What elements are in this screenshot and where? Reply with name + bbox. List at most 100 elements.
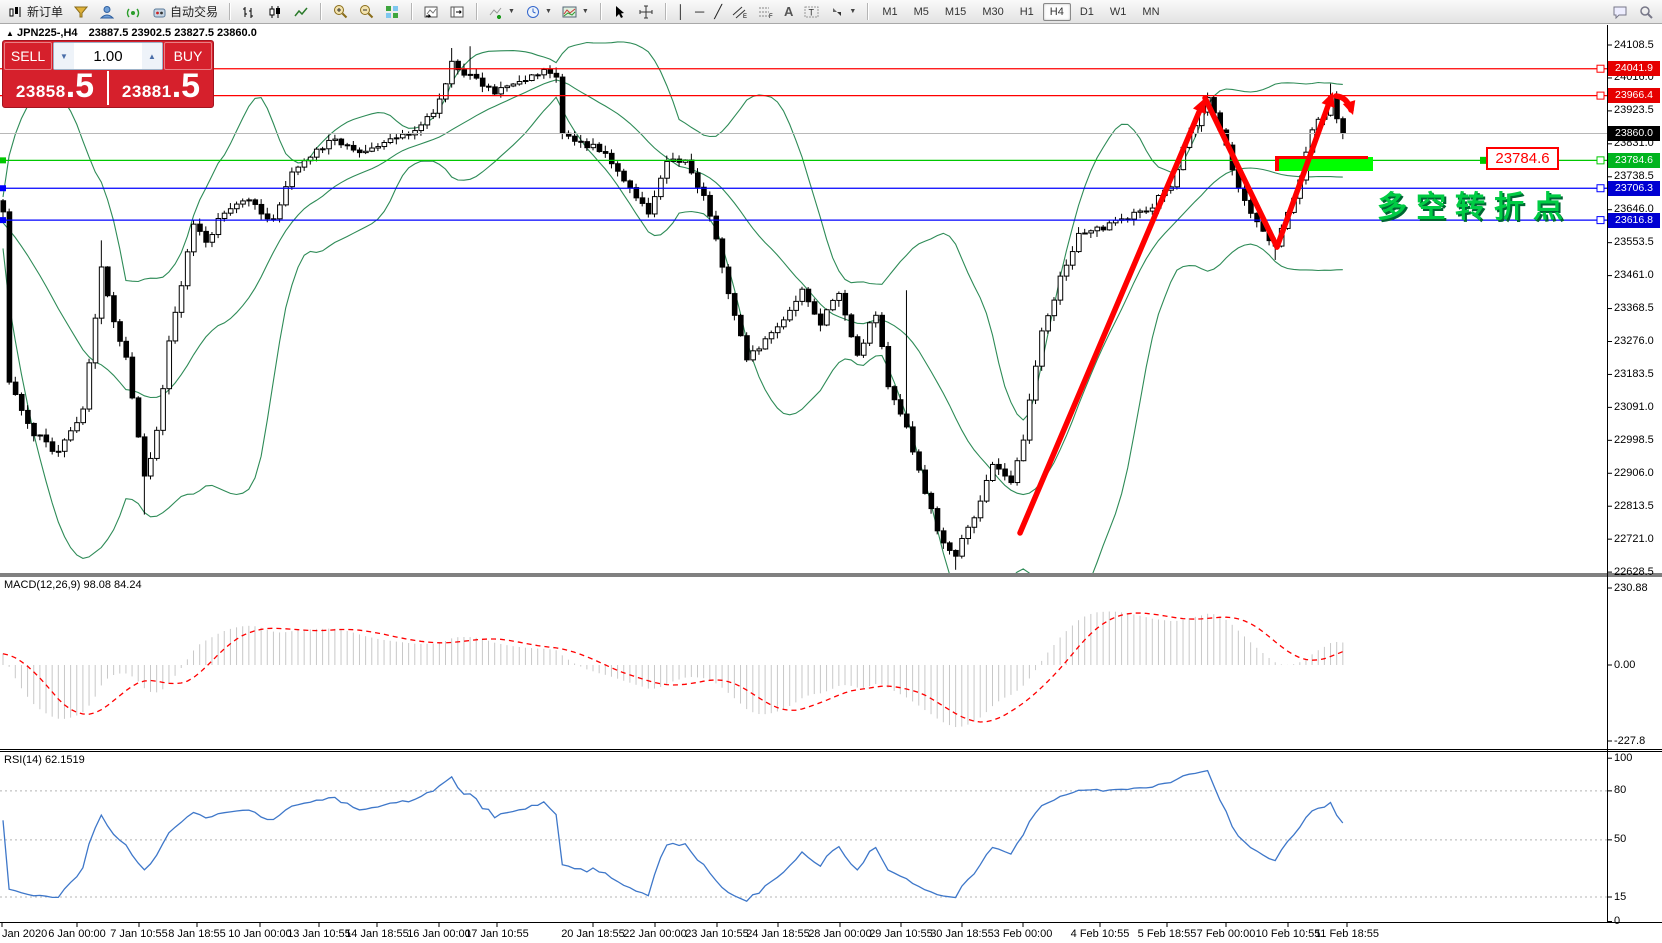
- data-window-icon: [423, 4, 439, 20]
- timeframe-button-h4[interactable]: H4: [1042, 2, 1071, 21]
- symbol-collapse-icon[interactable]: ▲: [6, 29, 14, 38]
- buy-price-frac: .5: [171, 67, 201, 105]
- timeframe-button-m15[interactable]: M15: [944, 5, 967, 18]
- hline-icon: ─: [694, 4, 705, 19]
- channel-tool-button[interactable]: E: [727, 2, 753, 22]
- signal-button[interactable]: [120, 2, 146, 22]
- channel-icon: E: [732, 4, 748, 20]
- navigator-window-icon: [449, 4, 465, 20]
- templates-caret-icon: ▼: [581, 8, 589, 15]
- zoom-in-icon: [332, 4, 348, 20]
- candlestick-icon: [267, 4, 283, 20]
- search-icon: [1638, 4, 1654, 20]
- trendline-icon: ╱: [714, 4, 723, 19]
- timeframe-button-m30[interactable]: M30: [982, 5, 1004, 18]
- clock-icon: [525, 4, 541, 20]
- search-button[interactable]: [1633, 2, 1659, 22]
- arrows-caret-icon: ▼: [849, 8, 857, 15]
- crosshair-tool-button[interactable]: [633, 2, 659, 22]
- timeframe-button-d1[interactable]: D1: [1079, 5, 1094, 18]
- buy-price[interactable]: 23881 .5: [109, 67, 213, 107]
- volume-decrease-button[interactable]: ▼: [54, 43, 74, 69]
- volume-increase-button[interactable]: ▲: [142, 43, 162, 69]
- new-order-label: 新订单: [27, 5, 64, 19]
- time-axis[interactable]: [0, 923, 1607, 943]
- profile-button[interactable]: [94, 2, 120, 22]
- price-level-flag[interactable]: 23784.6: [1486, 147, 1559, 170]
- funnel-button[interactable]: [68, 2, 94, 22]
- sell-price[interactable]: 23858 .5: [3, 67, 107, 107]
- trendline-tool-button[interactable]: ╱: [709, 3, 727, 20]
- periods-button[interactable]: ▼: [520, 2, 557, 22]
- line-chart-icon: [293, 4, 309, 20]
- toolbar: 新订单 自动交易: [0, 0, 1662, 24]
- buy-price-main: 23881: [121, 82, 172, 101]
- fibonacci-icon: F: [758, 4, 774, 20]
- buy-button[interactable]: BUY: [164, 42, 212, 70]
- label-tool-button[interactable]: T: [798, 2, 824, 22]
- new-order-button[interactable]: 新订单: [3, 1, 68, 22]
- text-icon: A: [784, 4, 794, 19]
- bar-chart-icon: [241, 4, 257, 20]
- templates-button[interactable]: ▼: [557, 2, 594, 22]
- label-icon: T: [803, 4, 819, 20]
- chat-button[interactable]: [1607, 2, 1633, 22]
- zoom-out-icon: [358, 4, 374, 20]
- one-click-trading-panel: SELL ▼ 1.00 ▲ BUY 23858 .5 23881 .5: [2, 40, 214, 108]
- candle-mode-button[interactable]: [262, 2, 288, 22]
- profile-icon: [99, 4, 115, 20]
- navigator-window-button[interactable]: [444, 2, 470, 22]
- macd-label: MACD(12,26,9) 98.08 84.24: [4, 579, 142, 591]
- ohlc-values: 23887.5 23902.5 23827.5 23860.0: [88, 27, 257, 39]
- timeframe-toolbar: M1 M5 M15 M30 H1 H4 D1 W1 MN: [871, 0, 1170, 23]
- tile-windows-icon: [384, 4, 400, 20]
- sell-price-main: 23858: [15, 82, 66, 101]
- line-mode-button[interactable]: [288, 2, 314, 22]
- cursor-tool-button[interactable]: [607, 2, 633, 22]
- svg-text:T: T: [808, 7, 814, 17]
- arrows-tool-button[interactable]: ▼: [824, 2, 861, 22]
- autotrading-label: 自动交易: [170, 5, 219, 19]
- indicators-button[interactable]: ▼: [483, 2, 520, 22]
- sell-button[interactable]: SELL: [4, 42, 52, 70]
- autotrading-icon: [151, 4, 167, 20]
- crosshair-icon: [638, 4, 654, 20]
- timeframe-button-m1[interactable]: M1: [882, 5, 898, 18]
- vline-icon: │: [676, 4, 685, 19]
- funnel-icon: [73, 4, 89, 20]
- fibonacci-tool-button[interactable]: F: [753, 2, 779, 22]
- timeframe-button-w1[interactable]: W1: [1109, 5, 1127, 18]
- volume-value[interactable]: 1.00: [93, 47, 123, 65]
- bar-chart-mode-button[interactable]: [236, 2, 262, 22]
- chart-note-text[interactable]: 多空转折点: [1377, 191, 1572, 224]
- vline-tool-button[interactable]: │: [672, 3, 690, 20]
- add-indicator-icon: [488, 4, 504, 20]
- data-window-button[interactable]: [418, 2, 444, 22]
- signal-icon: [125, 4, 141, 20]
- sell-price-frac: .5: [65, 67, 95, 105]
- zoom-out-button[interactable]: [353, 2, 379, 22]
- volume-stepper: ▼ 1.00 ▲: [53, 42, 163, 70]
- zoom-in-button[interactable]: [327, 2, 353, 22]
- new-order-icon: [8, 4, 24, 20]
- rsi-label: RSI(14) 62.1519: [4, 754, 85, 766]
- tile-windows-button[interactable]: [379, 2, 405, 22]
- template-icon: [562, 4, 578, 20]
- timeframe-button-mn[interactable]: MN: [1142, 5, 1160, 18]
- svg-text:E: E: [743, 14, 747, 19]
- svg-text:F: F: [769, 14, 773, 19]
- timeframe-button-h1[interactable]: H1: [1019, 5, 1034, 18]
- chat-icon: [1612, 4, 1628, 20]
- text-tool-button[interactable]: A: [779, 3, 798, 20]
- autotrading-button[interactable]: 自动交易: [146, 1, 223, 22]
- symbol-period: JPN225-,H4: [16, 27, 78, 39]
- timeframe-button-m5[interactable]: M5: [913, 5, 929, 18]
- chart-title: ▲ JPN225-,H4 23887.5 23902.5 23827.5 238…: [6, 27, 257, 39]
- hline-tool-button[interactable]: ─: [690, 3, 709, 20]
- cursor-icon: [612, 4, 628, 20]
- periods-caret-icon: ▼: [544, 8, 552, 15]
- arrows-icon: [829, 4, 845, 20]
- price-axis[interactable]: [1607, 25, 1662, 922]
